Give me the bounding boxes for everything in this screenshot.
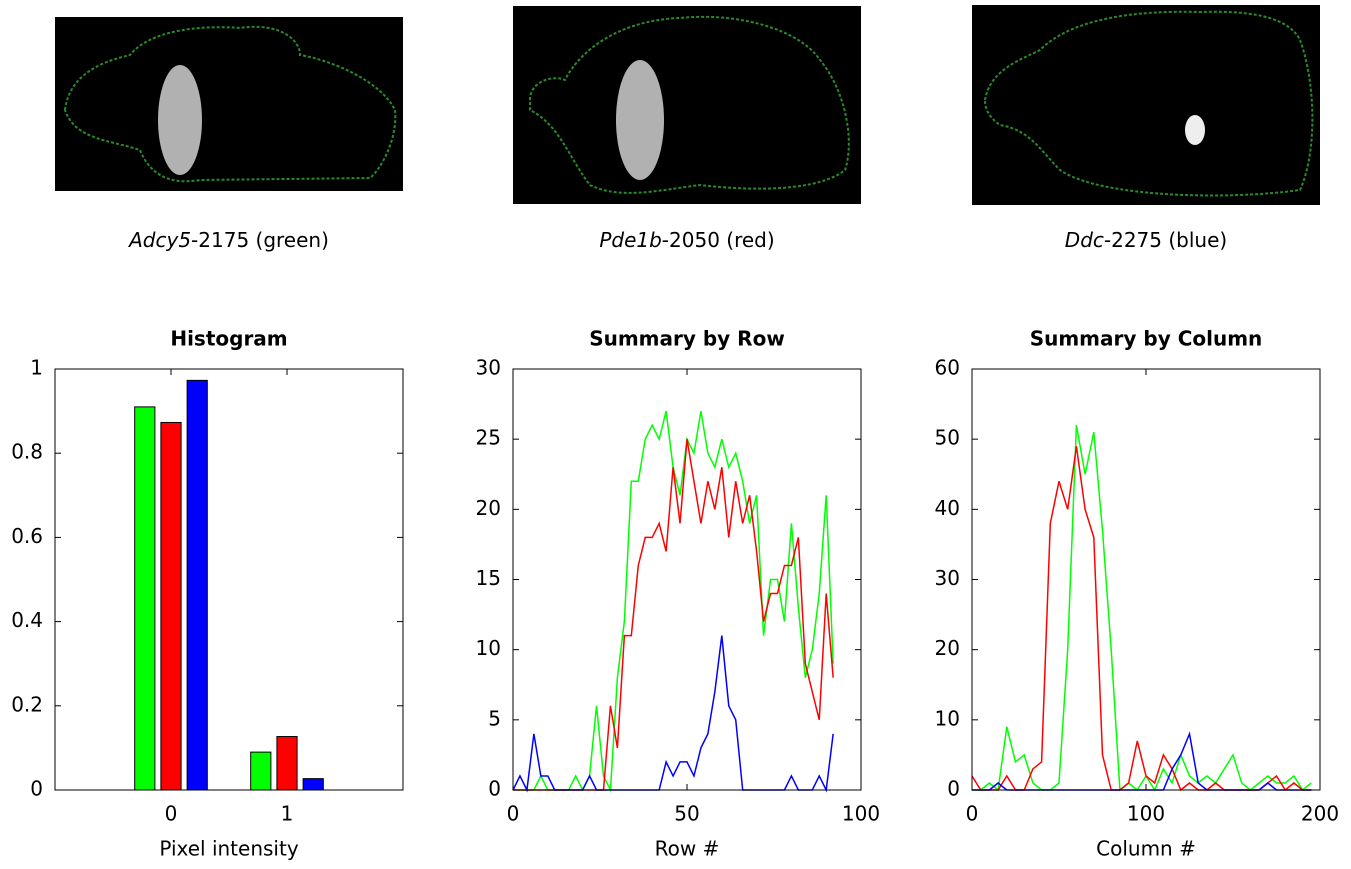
x-tick-label: 100 (842, 802, 880, 826)
gene-name: Ddc (1065, 228, 1104, 252)
y-tick-label: 5 (488, 706, 501, 730)
chart-title: Summary by Column (1030, 327, 1263, 351)
brain-image (55, 17, 403, 191)
bar (134, 406, 156, 791)
bar (160, 421, 182, 791)
y-tick-label: 10 (476, 636, 501, 660)
y-tick-label: 20 (476, 496, 501, 520)
y-tick-label: 30 (476, 356, 501, 380)
chart-title: Histogram (170, 327, 287, 351)
brain-image (972, 5, 1320, 205)
y-tick-label: 1 (30, 356, 43, 380)
brain-image (513, 6, 861, 204)
image-caption: Adcy5-2175 (green) (127, 228, 329, 252)
series-line (971, 446, 1312, 792)
caption-suffix: -2050 (red) (662, 228, 775, 252)
y-tick-label: 20 (935, 636, 960, 660)
bar (186, 379, 208, 791)
x-tick-label: 1 (281, 802, 294, 826)
y-tick-label: 0.8 (11, 440, 43, 464)
y-tick-label: 0.4 (11, 608, 43, 632)
x-tick-label: 100 (1127, 802, 1165, 826)
y-tick-label: 0 (488, 777, 501, 801)
axes-frame (971, 368, 1321, 791)
y-tick-label: 40 (935, 496, 960, 520)
y-tick-label: 60 (935, 356, 960, 380)
x-tick-label: 50 (674, 802, 699, 826)
x-axis-label: Row # (655, 837, 720, 861)
axes-frame (54, 368, 404, 791)
bar (276, 736, 298, 791)
y-tick-label: 0 (947, 777, 960, 801)
image-caption: Ddc-2275 (blue) (1065, 228, 1227, 252)
series-line (512, 635, 834, 793)
caption-suffix: -2175 (green) (191, 228, 329, 252)
x-tick-label: 0 (165, 802, 178, 826)
y-tick-label: 0.6 (11, 524, 43, 548)
x-tick-label: 0 (507, 802, 520, 826)
y-tick-label: 30 (935, 566, 960, 590)
y-tick-label: 25 (476, 426, 501, 450)
y-tick-label: 0 (30, 777, 43, 801)
bar (250, 751, 272, 791)
y-tick-label: 10 (935, 706, 960, 730)
y-tick-label: 0.2 (11, 692, 43, 716)
x-tick-label: 0 (966, 802, 979, 826)
gene-name: Adcy5 (127, 228, 191, 252)
axes-frame (512, 368, 862, 791)
gene-name: Pde1b (599, 228, 661, 252)
caption-suffix: -2275 (blue) (1104, 228, 1227, 252)
x-axis-label: Column # (1096, 837, 1196, 861)
x-axis-label: Pixel intensity (159, 837, 298, 861)
y-tick-label: 15 (476, 566, 501, 590)
chart-title: Summary by Row (589, 327, 785, 351)
image-caption: Pde1b-2050 (red) (599, 228, 774, 252)
series-line (972, 425, 1312, 792)
y-tick-label: 50 (935, 426, 960, 450)
x-tick-label: 200 (1301, 802, 1339, 826)
bar (302, 778, 324, 791)
